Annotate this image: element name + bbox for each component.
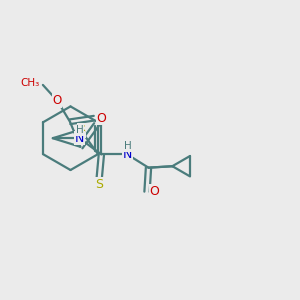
Text: O: O xyxy=(52,94,62,107)
Text: S: S xyxy=(95,178,103,191)
Text: N: N xyxy=(123,148,132,161)
Text: S: S xyxy=(77,124,85,137)
Text: O: O xyxy=(97,112,106,125)
Text: O: O xyxy=(149,185,159,198)
Text: H: H xyxy=(76,125,83,135)
Text: H: H xyxy=(124,142,131,152)
Text: CH₃: CH₃ xyxy=(20,79,39,88)
Text: N: N xyxy=(75,132,84,145)
